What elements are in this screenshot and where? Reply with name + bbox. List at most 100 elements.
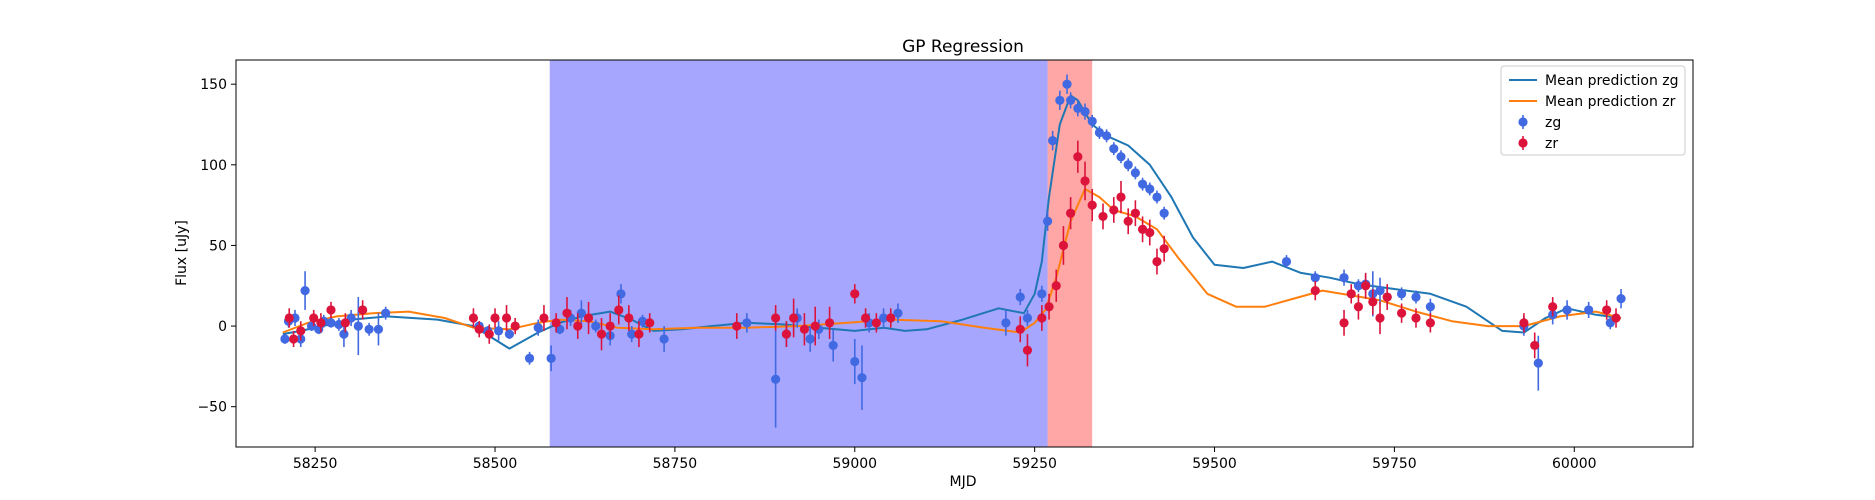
marker-zg [1001, 318, 1011, 328]
y-tick-label: 0 [218, 319, 227, 335]
marker-zr [1098, 211, 1108, 222]
marker-zr [1130, 208, 1140, 218]
data-points [280, 74, 1626, 428]
marker-zg [771, 374, 781, 384]
point-zr [284, 308, 294, 328]
legend-label-mean-prediction-zr: Mean prediction zr [1545, 94, 1676, 110]
point-zr [614, 295, 624, 325]
marker-zg [893, 308, 903, 318]
marker-zr [1310, 285, 1320, 296]
point-zr [1353, 293, 1364, 320]
point-zg [1087, 114, 1097, 128]
marker-zg [1425, 302, 1435, 312]
marker-zg [627, 329, 637, 339]
point-zg [1375, 277, 1385, 304]
point-zg [850, 338, 860, 385]
marker-zg [1123, 160, 1133, 170]
point-zr [551, 313, 561, 333]
point-zg [1094, 126, 1105, 140]
chart-title: GP Regression [902, 37, 1024, 57]
point-zr [1530, 332, 1540, 359]
marker-zr [309, 313, 319, 323]
point-zg [1281, 255, 1292, 269]
marker-zr [1382, 292, 1392, 302]
point-zg [627, 326, 637, 343]
marker-zg [1281, 256, 1292, 267]
line-mean-prediction-zg [282, 94, 1622, 350]
point-zg [326, 318, 336, 328]
legend-box [1500, 65, 1686, 156]
marker-zr [789, 313, 799, 323]
point-zr [1375, 301, 1385, 335]
marker-zg [1055, 95, 1065, 105]
marker-zg [364, 324, 374, 334]
point-zg [1123, 158, 1133, 172]
marker-zg [1397, 289, 1407, 299]
point-zr [799, 313, 810, 346]
marker-zr [358, 305, 368, 315]
point-zg [1048, 130, 1058, 151]
point-zg [373, 313, 384, 346]
marker-zr [1058, 240, 1069, 251]
marker-zg [1411, 292, 1421, 302]
marker-zr [871, 318, 881, 328]
point-zr [645, 313, 655, 333]
point-zg [300, 271, 310, 310]
point-zg [828, 329, 838, 362]
point-zg [878, 308, 889, 328]
marker-zr [1411, 313, 1421, 323]
shaded-regions [549, 60, 1093, 447]
marker-zg [280, 334, 290, 344]
point-zr [1123, 208, 1133, 235]
marker-zr [296, 326, 306, 336]
point-zr [501, 305, 512, 331]
point-zr [1130, 200, 1140, 227]
marker-zg [1109, 144, 1119, 154]
marker-zr [510, 321, 520, 331]
point-zr [1548, 297, 1558, 317]
x-axis-ticks: 58250 58500 58750 59000 59250 59500 59750 60000 [293, 447, 1597, 472]
marker-zr [1145, 227, 1155, 238]
marker-zg [1339, 273, 1349, 283]
marker-zr [1037, 313, 1047, 323]
marker-zr [1425, 318, 1435, 328]
marker-zr [1611, 313, 1621, 323]
point-zr [539, 305, 549, 331]
legend-marker-zr [1518, 138, 1528, 148]
marker-zr [1073, 152, 1083, 162]
point-zg [1152, 190, 1162, 204]
marker-zr [1375, 313, 1385, 323]
point-zr [1022, 334, 1033, 367]
point-zg [524, 351, 535, 365]
point-zg [1062, 74, 1072, 94]
point-zg [576, 300, 586, 327]
point-zr [596, 318, 607, 351]
point-zg [742, 313, 752, 333]
y-tick-label: 50 [209, 238, 227, 254]
marker-zr [288, 334, 299, 344]
point-zr [850, 284, 860, 304]
legend-label-zr: zr [1545, 136, 1558, 152]
point-zg [1116, 150, 1126, 164]
marker-zg [1310, 273, 1320, 283]
point-zr [1116, 180, 1126, 214]
marker-zg [1152, 192, 1162, 202]
marker-zg [1533, 358, 1543, 368]
point-zg [1353, 279, 1364, 293]
point-zg [1130, 166, 1140, 180]
point-zr [1310, 280, 1320, 301]
point-zr [871, 313, 881, 333]
marker-zr [860, 313, 871, 323]
marker-zr [624, 313, 634, 323]
marker-zr [484, 329, 494, 339]
point-zr [1058, 226, 1069, 265]
point-zr [634, 321, 644, 348]
marker-zr [1361, 281, 1371, 291]
legend-label-mean-prediction-zg: Mean prediction zg [1545, 73, 1679, 89]
marker-zr [781, 329, 792, 339]
point-zg [1109, 142, 1119, 156]
point-zr [605, 313, 615, 339]
marker-zr [340, 318, 350, 328]
point-zr [1159, 235, 1169, 262]
marker-zg [381, 308, 391, 318]
